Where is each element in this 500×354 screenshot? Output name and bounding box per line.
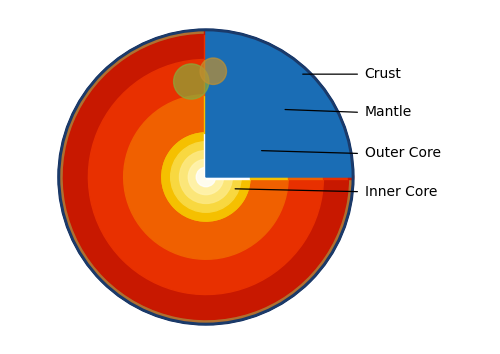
- Polygon shape: [250, 175, 288, 179]
- Wedge shape: [124, 95, 288, 259]
- Circle shape: [92, 92, 144, 145]
- Circle shape: [209, 243, 238, 273]
- Wedge shape: [88, 59, 324, 295]
- Polygon shape: [324, 175, 348, 179]
- Polygon shape: [204, 133, 208, 177]
- Text: Inner Core: Inner Core: [364, 185, 437, 199]
- Circle shape: [97, 245, 124, 271]
- Polygon shape: [204, 59, 208, 95]
- Circle shape: [196, 167, 216, 187]
- Polygon shape: [348, 175, 353, 179]
- Wedge shape: [162, 133, 250, 221]
- Circle shape: [188, 159, 224, 195]
- Circle shape: [200, 58, 226, 85]
- Wedge shape: [124, 95, 288, 259]
- Wedge shape: [206, 30, 353, 177]
- Circle shape: [162, 133, 250, 221]
- Circle shape: [206, 271, 230, 295]
- Circle shape: [106, 195, 144, 233]
- Polygon shape: [204, 34, 208, 59]
- Circle shape: [136, 148, 165, 177]
- Circle shape: [174, 64, 209, 99]
- Wedge shape: [59, 30, 353, 324]
- Polygon shape: [204, 95, 208, 133]
- Circle shape: [170, 142, 241, 212]
- Circle shape: [150, 180, 174, 204]
- Circle shape: [131, 227, 164, 259]
- Circle shape: [59, 30, 353, 324]
- Circle shape: [194, 295, 218, 318]
- Text: Outer Core: Outer Core: [364, 147, 440, 160]
- Circle shape: [118, 79, 153, 114]
- Text: Mantle: Mantle: [364, 105, 412, 119]
- Wedge shape: [162, 133, 250, 221]
- Text: Crust: Crust: [364, 67, 402, 81]
- Wedge shape: [64, 34, 348, 320]
- Circle shape: [88, 148, 118, 177]
- Polygon shape: [288, 175, 324, 179]
- Polygon shape: [204, 30, 208, 34]
- Wedge shape: [88, 59, 324, 295]
- Circle shape: [162, 251, 191, 280]
- Polygon shape: [206, 175, 250, 179]
- Circle shape: [180, 150, 233, 204]
- Circle shape: [112, 120, 153, 161]
- Circle shape: [148, 281, 175, 308]
- Circle shape: [222, 267, 242, 287]
- Wedge shape: [64, 34, 348, 320]
